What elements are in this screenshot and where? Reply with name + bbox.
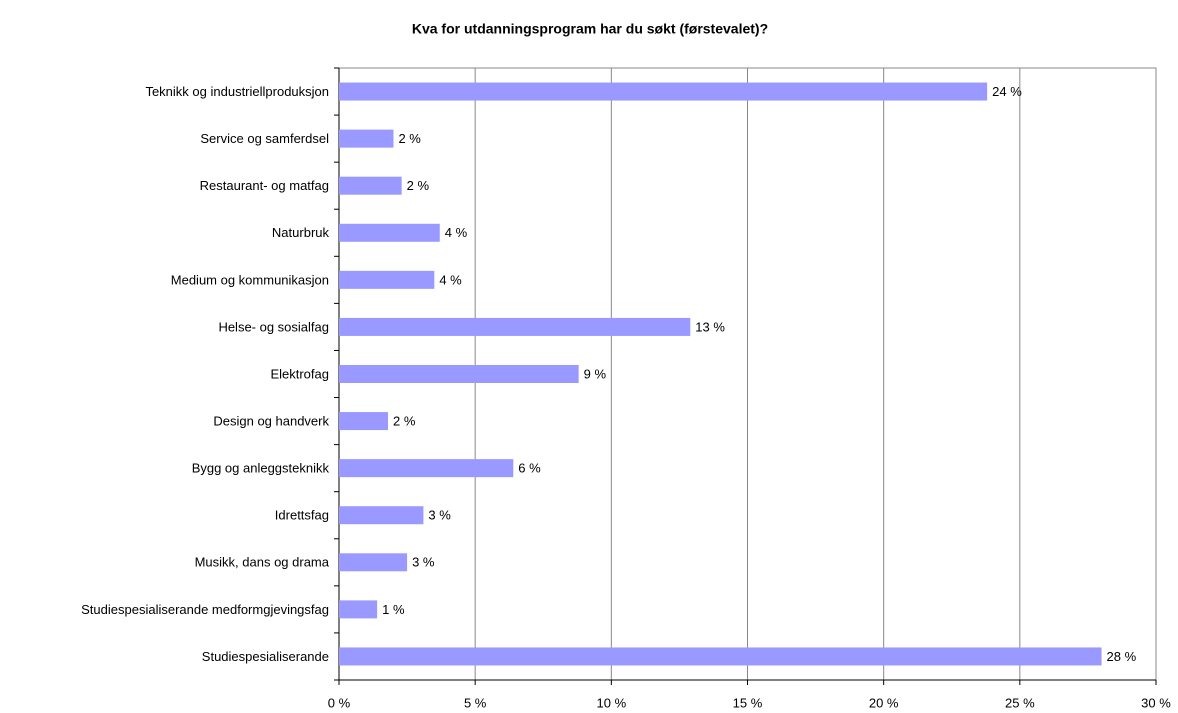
x-tick-label: 30 % xyxy=(1141,695,1171,710)
bar xyxy=(339,459,514,478)
x-tick-label: 15 % xyxy=(733,695,763,710)
bar xyxy=(339,412,389,431)
value-label: 2 % xyxy=(407,178,430,193)
chart-title: Kva for utdanningsprogram har du søkt (f… xyxy=(412,21,768,37)
x-tick-label: 5 % xyxy=(464,695,487,710)
value-label: 1 % xyxy=(382,602,405,617)
bar xyxy=(339,553,408,572)
y-tick-label: Idrettsfag xyxy=(275,508,329,523)
y-tick-label: Studiespesialiserande xyxy=(202,649,329,664)
value-label: 6 % xyxy=(518,461,541,476)
y-tick-label: Design og handverk xyxy=(213,414,329,429)
bar xyxy=(339,176,402,195)
bar xyxy=(339,600,378,619)
y-tick-label: Restaurant- og matfag xyxy=(200,178,329,193)
y-tick-label: Naturbruk xyxy=(272,225,330,240)
value-label: 13 % xyxy=(695,319,725,334)
value-label: 28 % xyxy=(1107,649,1137,664)
value-label: 2 % xyxy=(398,131,421,146)
bar xyxy=(339,82,988,101)
value-label: 24 % xyxy=(992,84,1022,99)
bar xyxy=(339,365,579,383)
x-tick-label: 25 % xyxy=(1005,695,1035,710)
value-label: 4 % xyxy=(439,272,462,287)
bar xyxy=(339,647,1102,666)
y-tick-label: Bygg og anleggsteknikk xyxy=(192,461,330,476)
y-tick-label: Elektrofag xyxy=(270,366,329,381)
y-tick-label: Medium og kommunikasjon xyxy=(171,272,329,287)
bar xyxy=(339,223,440,242)
x-tick-label: 20 % xyxy=(869,695,899,710)
bar xyxy=(339,317,691,336)
value-label: 9 % xyxy=(584,366,607,381)
y-tick-label: Teknikk og industriellproduksjon xyxy=(145,84,329,99)
value-label: 3 % xyxy=(428,508,451,523)
y-tick-label: Studiespesialiserande medformgjevingsfag xyxy=(81,602,329,617)
value-label: 4 % xyxy=(445,225,468,240)
y-tick-label: Helse- og sosialfag xyxy=(218,319,329,334)
y-tick-label: Service og samferdsel xyxy=(200,131,329,146)
y-tick-label: Musikk, dans og drama xyxy=(195,555,330,570)
x-tick-label: 10 % xyxy=(597,695,627,710)
x-tick-label: 0 % xyxy=(328,695,351,710)
value-label: 2 % xyxy=(393,414,416,429)
bar xyxy=(339,270,435,289)
bar xyxy=(339,129,394,148)
value-label: 3 % xyxy=(412,555,435,570)
bar xyxy=(339,506,424,525)
